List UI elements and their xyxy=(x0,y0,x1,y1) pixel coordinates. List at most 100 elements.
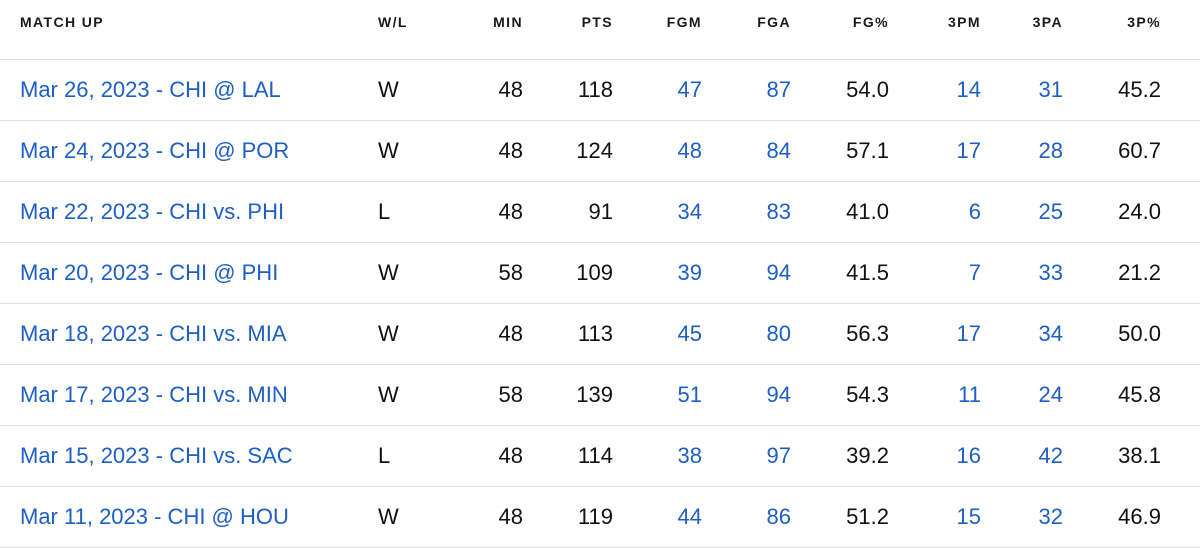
wl-cell: L xyxy=(378,443,391,468)
pts-cell: 114 xyxy=(577,443,613,468)
fga-link[interactable]: 80 xyxy=(766,321,791,346)
3pm-link[interactable]: 16 xyxy=(956,443,981,468)
matchup-link[interactable]: Mar 17, 2023 - CHI vs. MIN xyxy=(20,382,288,407)
header-3pm[interactable]: 3PM xyxy=(948,14,981,30)
3pm-link[interactable]: 11 xyxy=(958,382,981,407)
table-row: Mar 22, 2023 - CHI vs. PHI L 48 91 34 83 41.0 6… xyxy=(0,182,1200,243)
3p-pct-cell: 24.0 xyxy=(1118,199,1161,224)
3p-pct-cell: 46.9 xyxy=(1118,504,1161,529)
table-row: Mar 15, 2023 - CHI vs. SAC L 48 114 38 97 39.2… xyxy=(0,426,1200,487)
pts-cell: 113 xyxy=(577,321,613,346)
fgm-link[interactable]: 45 xyxy=(677,321,702,346)
3pa-link[interactable]: 42 xyxy=(1038,443,1063,468)
fg-pct-cell: 51.2 xyxy=(846,504,889,529)
matchup-link[interactable]: Mar 15, 2023 - CHI vs. SAC xyxy=(20,443,293,468)
3pa-link[interactable]: 33 xyxy=(1038,260,1063,285)
fga-link[interactable]: 84 xyxy=(766,138,791,163)
fgm-link[interactable]: 51 xyxy=(677,382,702,407)
3pa-link[interactable]: 31 xyxy=(1038,77,1063,102)
3pa-link[interactable]: 28 xyxy=(1038,138,1063,163)
fgm-link[interactable]: 34 xyxy=(677,199,702,224)
wl-cell: W xyxy=(378,77,399,102)
3pm-link[interactable]: 15 xyxy=(956,504,981,529)
3p-pct-cell: 21.2 xyxy=(1118,260,1161,285)
header-3p-pct[interactable]: 3P% xyxy=(1127,14,1161,30)
wl-cell: W xyxy=(378,260,399,285)
3pa-link[interactable]: 32 xyxy=(1038,504,1063,529)
fgm-link[interactable]: 39 xyxy=(677,260,702,285)
fgm-link[interactable]: 47 xyxy=(677,77,702,102)
min-cell: 48 xyxy=(498,321,523,346)
3pm-link[interactable]: 17 xyxy=(956,138,981,163)
fg-pct-cell: 57.1 xyxy=(846,138,889,163)
pts-cell: 109 xyxy=(576,260,613,285)
pts-cell: 118 xyxy=(577,77,613,102)
3pm-link[interactable]: 6 xyxy=(968,199,981,224)
3p-pct-cell: 60.7 xyxy=(1118,138,1161,163)
matchup-link[interactable]: Mar 11, 2023 - CHI @ HOU xyxy=(20,504,289,529)
min-cell: 48 xyxy=(498,199,523,224)
fg-pct-cell: 41.0 xyxy=(846,199,889,224)
fg-pct-cell: 56.3 xyxy=(846,321,889,346)
fga-link[interactable]: 83 xyxy=(766,199,791,224)
fga-link[interactable]: 94 xyxy=(766,382,791,407)
3pa-link[interactable]: 25 xyxy=(1038,199,1063,224)
fga-link[interactable]: 86 xyxy=(766,504,791,529)
3p-pct-cell: 38.1 xyxy=(1118,443,1161,468)
matchup-link[interactable]: Mar 26, 2023 - CHI @ LAL xyxy=(20,77,281,102)
fga-link[interactable]: 94 xyxy=(766,260,791,285)
table-row: Mar 24, 2023 - CHI @ POR W 48 124 48 84 57.1 17… xyxy=(0,121,1200,182)
header-fgm[interactable]: FGM xyxy=(666,14,702,30)
3pm-link[interactable]: 7 xyxy=(968,260,981,285)
pts-cell: 91 xyxy=(588,199,613,224)
fg-pct-cell: 39.2 xyxy=(846,443,889,468)
min-cell: 48 xyxy=(498,77,523,102)
3p-pct-cell: 45.2 xyxy=(1118,77,1161,102)
table-header-row: MATCH UP W/L MIN PTS FGM FGA FG% 3PM 3PA… xyxy=(0,0,1200,60)
matchup-link[interactable]: Mar 24, 2023 - CHI @ POR xyxy=(20,138,290,163)
wl-cell: W xyxy=(378,138,399,163)
table-row: Mar 26, 2023 - CHI @ LAL W 48 118 47 87 54.0 14… xyxy=(0,60,1200,121)
table-row: Mar 17, 2023 - CHI vs. MIN W 58 139 51 94 54.3… xyxy=(0,365,1200,426)
matchup-link[interactable]: Mar 18, 2023 - CHI vs. MIA xyxy=(20,321,287,346)
3pa-link[interactable]: 24 xyxy=(1038,382,1063,407)
wl-cell: W xyxy=(378,382,399,407)
3pm-link[interactable]: 17 xyxy=(956,321,981,346)
min-cell: 58 xyxy=(498,260,523,285)
min-cell: 58 xyxy=(498,382,523,407)
fg-pct-cell: 54.3 xyxy=(846,382,889,407)
fgm-link[interactable]: 48 xyxy=(677,138,702,163)
matchup-link[interactable]: Mar 20, 2023 - CHI @ PHI xyxy=(20,260,279,285)
fg-pct-cell: 41.5 xyxy=(846,260,889,285)
matchup-link[interactable]: Mar 22, 2023 - CHI vs. PHI xyxy=(20,199,285,224)
header-fga[interactable]: FGA xyxy=(757,14,791,30)
fgm-link[interactable]: 44 xyxy=(677,504,702,529)
3pa-link[interactable]: 34 xyxy=(1038,321,1063,346)
min-cell: 48 xyxy=(498,138,523,163)
3p-pct-cell: 50.0 xyxy=(1118,321,1161,346)
header-fg-pct[interactable]: FG% xyxy=(852,14,889,30)
table-row: Mar 18, 2023 - CHI vs. MIA W 48 113 45 80 56.3… xyxy=(0,304,1200,365)
header-min[interactable]: MIN xyxy=(493,14,523,30)
pts-cell: 119 xyxy=(577,504,613,529)
pts-cell: 139 xyxy=(576,382,613,407)
wl-cell: W xyxy=(378,321,399,346)
table-row: Mar 11, 2023 - CHI @ HOU W 48 119 44 86 51.2 15… xyxy=(0,487,1200,548)
fga-link[interactable]: 87 xyxy=(766,77,791,102)
fga-link[interactable]: 97 xyxy=(766,443,791,468)
header-matchup[interactable]: MATCH UP xyxy=(20,14,105,30)
table-row: Mar 20, 2023 - CHI @ PHI W 58 109 39 94 41.5 7 3… xyxy=(0,243,1200,304)
wl-cell: W xyxy=(378,504,399,529)
pts-cell: 124 xyxy=(576,138,613,163)
min-cell: 48 xyxy=(498,504,523,529)
header-pts[interactable]: PTS xyxy=(581,14,613,30)
fgm-link[interactable]: 38 xyxy=(677,443,702,468)
3pm-link[interactable]: 14 xyxy=(956,77,981,102)
3p-pct-cell: 45.8 xyxy=(1118,382,1161,407)
header-3pa[interactable]: 3PA xyxy=(1032,14,1063,30)
fg-pct-cell: 54.0 xyxy=(846,77,889,102)
min-cell: 48 xyxy=(498,443,523,468)
header-wl[interactable]: W/L xyxy=(378,14,408,30)
wl-cell: L xyxy=(378,199,391,224)
